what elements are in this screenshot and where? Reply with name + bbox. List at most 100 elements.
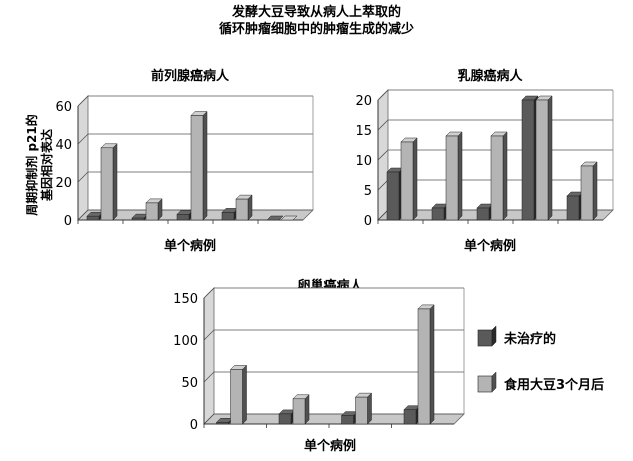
bar-soy — [145, 198, 163, 221]
bar-front — [292, 398, 306, 425]
bar-side — [242, 364, 247, 425]
page-title-line-1: 发酵大豆导致从病人上萃取的 — [231, 5, 401, 20]
gridline — [203, 329, 464, 341]
bar-side — [112, 143, 118, 221]
bar-soy — [229, 364, 248, 425]
y-axis-label-line-2: 基因相对表达 — [39, 129, 54, 202]
bar-soy — [235, 194, 253, 221]
bar-untreated — [221, 207, 239, 221]
bar-soy — [417, 304, 435, 425]
bar-front — [521, 99, 535, 221]
y-tick-label: 40 — [55, 138, 72, 153]
side-wall — [203, 287, 215, 425]
bar-front — [566, 195, 580, 221]
bar-side — [412, 137, 418, 221]
plot-area — [204, 288, 464, 424]
bar-soy — [292, 394, 310, 425]
gridline — [77, 171, 313, 183]
bar-front — [341, 415, 354, 425]
y-tick-label: 20 — [55, 176, 72, 191]
bar-soy — [190, 110, 208, 221]
legend-swatch-untreated — [477, 329, 493, 347]
bar-top — [280, 215, 298, 221]
y-tick-label: 20 — [355, 94, 372, 109]
bar-untreated — [403, 405, 421, 425]
bar-side — [502, 131, 508, 221]
page-title-line-2: 循环肿瘤细胞中的肿瘤生成的减少 — [218, 22, 414, 37]
bar-soy — [580, 161, 598, 221]
bar-front — [476, 207, 490, 221]
y-tick-label: 5 — [364, 184, 372, 199]
gridline — [77, 133, 313, 145]
bar-front — [216, 422, 229, 425]
bar-untreated — [476, 203, 494, 221]
bar-untreated — [278, 409, 296, 425]
bar-front — [190, 115, 204, 221]
side-wall — [77, 95, 89, 221]
bar-front — [278, 413, 292, 425]
bar-untreated — [521, 95, 539, 221]
bar-side — [547, 95, 553, 221]
y-tick-label: 50 — [181, 376, 198, 391]
chart-title: 前列腺癌病人 — [151, 68, 230, 84]
gridline — [77, 95, 313, 107]
chart-page-title: 发酵大豆导致从病人上萃取的 循环肿瘤细胞中的肿瘤生成的减少 — [0, 4, 633, 38]
chart-2: 乳腺癌病人 0 5 10 15 20 单个病例 — [355, 68, 614, 254]
bar-soy — [280, 215, 298, 221]
bar-front — [431, 207, 445, 221]
bar-top — [266, 215, 284, 221]
bar-soy — [100, 143, 118, 221]
x-axis-label: 单个病例 — [164, 238, 216, 254]
bar-front — [403, 409, 417, 425]
bar-front — [145, 202, 159, 221]
bar-soy — [535, 95, 553, 221]
bar-front — [535, 99, 549, 221]
legend-swatch-soy — [477, 375, 493, 393]
bar-front — [131, 217, 145, 221]
bar-front — [400, 141, 414, 221]
bar-front — [100, 147, 114, 221]
bar-soy — [354, 392, 373, 425]
y-tick-label: 0 — [190, 418, 198, 433]
bar-untreated — [266, 215, 284, 221]
bar-untreated — [386, 167, 404, 221]
y-tick-label: 100 — [173, 334, 198, 349]
bar-untreated — [566, 191, 584, 221]
legend-swatch-side — [491, 371, 497, 393]
bar-front — [355, 396, 368, 425]
bar-side — [304, 394, 310, 425]
y-tick-label: 15 — [355, 124, 372, 139]
bar-side — [592, 161, 598, 221]
bar-front — [580, 165, 594, 221]
bar-untreated — [431, 203, 449, 221]
bar-front — [490, 135, 504, 221]
chart-title: 乳腺癌病人 — [457, 68, 523, 84]
y-axis-label: 周期抑制剂 p21的 基因相对表达 — [24, 114, 54, 215]
bar-front — [221, 212, 235, 221]
legend-swatch-side — [491, 325, 497, 347]
gridline — [203, 371, 464, 383]
bar-soy — [445, 131, 463, 221]
bar-untreated — [176, 209, 194, 221]
bar-soy — [400, 137, 418, 221]
bar-soy — [490, 131, 508, 221]
bar-side — [202, 110, 208, 221]
x-axis-label: 单个病例 — [304, 438, 356, 454]
y-tick-label: 60 — [55, 100, 72, 115]
y-tick-label: 150 — [173, 292, 198, 307]
bar-front — [176, 214, 190, 221]
y-tick-label: 0 — [364, 214, 372, 229]
bar-front — [230, 369, 243, 425]
bar-side — [429, 304, 435, 425]
bar-front — [445, 135, 459, 221]
bar-front — [386, 171, 400, 221]
bar-side — [367, 392, 372, 425]
gridline — [377, 89, 613, 101]
y-axis-label-line-1: 周期抑制剂 p21的 — [24, 114, 39, 215]
bar-front — [417, 308, 431, 425]
x-axis-label: 单个病例 — [464, 238, 516, 254]
bar-front — [86, 215, 100, 221]
bar-front — [235, 198, 249, 221]
